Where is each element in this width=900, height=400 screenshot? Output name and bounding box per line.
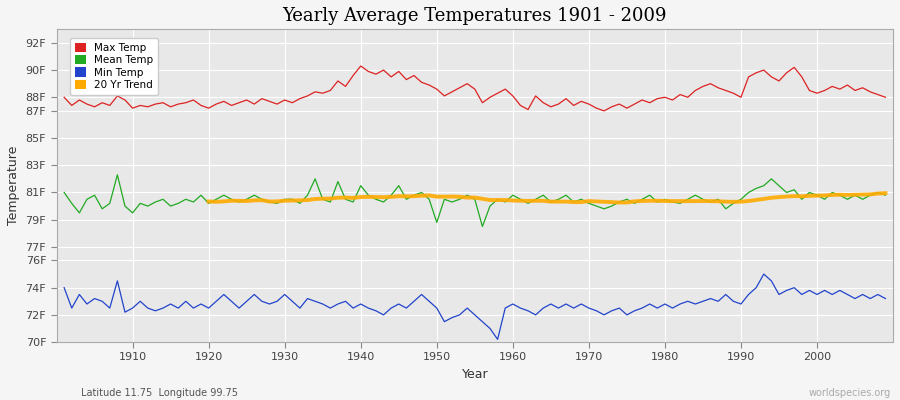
Y-axis label: Temperature: Temperature: [7, 146, 20, 225]
Title: Yearly Average Temperatures 1901 - 2009: Yearly Average Temperatures 1901 - 2009: [283, 7, 667, 25]
Text: worldspecies.org: worldspecies.org: [809, 388, 891, 398]
Legend: Max Temp, Mean Temp, Min Temp, 20 Yr Trend: Max Temp, Mean Temp, Min Temp, 20 Yr Tre…: [70, 38, 158, 95]
Text: Latitude 11.75  Longitude 99.75: Latitude 11.75 Longitude 99.75: [81, 388, 238, 398]
X-axis label: Year: Year: [462, 368, 488, 381]
